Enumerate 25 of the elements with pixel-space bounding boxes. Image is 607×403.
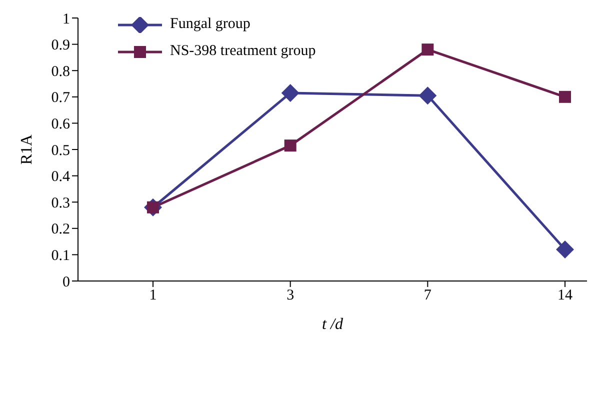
y-tick-label: 0.8 <box>51 64 70 80</box>
y-tick-label: 0.5 <box>51 142 70 159</box>
point <box>556 240 574 258</box>
point <box>559 90 571 103</box>
legend-label: NS-398 treatment group <box>170 43 316 60</box>
y-tick-label: 0.3 <box>51 195 70 212</box>
x-tick-label: 1 <box>149 288 157 304</box>
point <box>284 140 296 152</box>
point <box>281 84 300 102</box>
x-axis-title: t /d <box>322 316 344 333</box>
y-tick-label: 0 <box>62 274 70 290</box>
y-tick-label: 1 <box>62 11 70 28</box>
point <box>418 86 437 105</box>
y-tick-label: 0.9 <box>51 38 70 54</box>
x-tick-label: 3 <box>286 288 294 304</box>
y-axis-title: R1A <box>18 134 36 165</box>
y-tick-label: 0.6 <box>51 116 70 133</box>
point <box>422 44 434 56</box>
y-tick-label: 0.2 <box>51 222 70 238</box>
x-tick-label: 7 <box>424 288 432 304</box>
y-tick-label: 0.4 <box>51 169 70 186</box>
y-tick-label: 0.7 <box>51 90 70 106</box>
y-tick-label: 0.1 <box>51 248 70 264</box>
x-tick-label: 14 <box>558 288 573 304</box>
legend-label: Fungal group <box>170 16 250 33</box>
